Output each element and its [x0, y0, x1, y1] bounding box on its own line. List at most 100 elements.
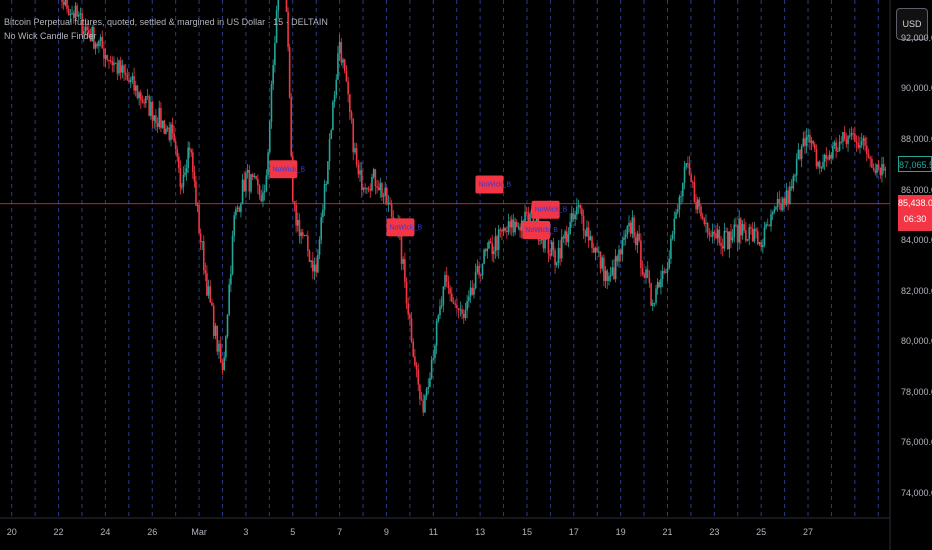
candle-body — [312, 260, 314, 272]
x-tick-label: 17 — [568, 527, 579, 537]
candle-body — [496, 236, 498, 251]
candle-body — [728, 231, 731, 250]
candle-body — [457, 308, 460, 310]
candle-body — [711, 231, 714, 237]
candle-body — [94, 43, 97, 49]
candle-body — [710, 235, 712, 237]
candle-body — [230, 274, 232, 285]
candle-body — [231, 235, 234, 275]
candle-body — [670, 238, 672, 259]
candle-body — [636, 233, 639, 246]
candle-body — [72, 13, 75, 19]
candle-body — [876, 164, 878, 173]
candle-body — [738, 218, 740, 243]
candle-body — [830, 154, 833, 159]
candle-body — [223, 357, 225, 370]
candle-body — [741, 224, 744, 236]
candle-body — [258, 185, 261, 196]
candle-body — [77, 14, 80, 17]
candle-body — [785, 190, 788, 205]
candle-body — [721, 245, 724, 249]
candle-body — [687, 163, 689, 165]
candle-body — [476, 265, 479, 272]
indicator-name[interactable]: No Wick Candle Finder — [4, 31, 97, 41]
candle-body — [82, 31, 85, 35]
candle-body — [250, 174, 252, 192]
candle-body — [288, 47, 291, 98]
candle-body — [141, 99, 144, 103]
candle-body — [382, 195, 385, 197]
candle-body — [343, 59, 346, 71]
candle-body — [564, 231, 566, 239]
candle-body — [209, 286, 212, 303]
candle-body — [838, 141, 841, 151]
candle-body — [305, 235, 307, 237]
candle-body — [867, 154, 870, 158]
candle-body — [214, 325, 217, 336]
candle-body — [790, 186, 793, 189]
candle-body — [218, 343, 220, 352]
candle-body — [532, 208, 535, 229]
candle-body — [253, 176, 256, 178]
candle-body — [877, 164, 880, 168]
candle-body — [165, 128, 167, 134]
candle-body — [445, 275, 448, 282]
candle-body — [347, 81, 349, 95]
candle-body — [616, 256, 619, 262]
candle-body — [565, 231, 568, 243]
candle-body — [489, 241, 492, 244]
nowick-marker — [475, 175, 504, 194]
candle-body — [173, 133, 175, 142]
currency-button[interactable]: USD — [896, 8, 928, 40]
candle-body — [360, 170, 363, 190]
candle-body — [525, 211, 528, 213]
candle-body — [643, 274, 646, 278]
candle-body — [855, 141, 858, 144]
nowick-label: NoWick_B — [478, 181, 511, 188]
candle-body — [308, 250, 311, 262]
candle-body — [611, 267, 614, 276]
y-tick-label: 82,000.0 — [901, 285, 932, 296]
candle-body — [106, 55, 109, 61]
candle-body — [350, 112, 353, 119]
candle-body — [103, 48, 105, 59]
candle-body — [274, 43, 276, 66]
candle-body — [606, 270, 609, 282]
candle-body — [134, 85, 137, 91]
candle-body — [235, 208, 237, 216]
candle-body — [268, 121, 271, 153]
candle-body — [613, 267, 615, 280]
candle-body — [701, 216, 704, 219]
candle-body — [260, 195, 263, 202]
candle-body — [207, 286, 210, 296]
candle-body — [668, 258, 671, 269]
candle-body — [67, 9, 70, 16]
y-tick-label: 78,000.0 — [901, 386, 932, 397]
candle-body — [79, 13, 82, 15]
candle-body — [695, 202, 697, 210]
candle-body — [419, 384, 421, 400]
candle-body — [748, 227, 751, 239]
candle-body — [451, 293, 453, 302]
x-tick-label: 21 — [662, 527, 673, 537]
candle-body — [484, 249, 487, 252]
x-tick-label: 23 — [709, 527, 720, 537]
candle-body — [645, 269, 647, 278]
candle-body — [139, 92, 142, 100]
candle-body — [755, 228, 757, 232]
candle-body — [807, 134, 810, 137]
candle-body — [245, 172, 247, 192]
candle-body — [823, 154, 826, 162]
candle-body — [251, 174, 254, 177]
candle-body — [412, 341, 415, 357]
candle-body — [715, 233, 717, 239]
candle-body — [206, 273, 208, 296]
candle-body — [745, 230, 747, 241]
candle-body — [93, 27, 95, 49]
candle-body — [146, 96, 149, 98]
candle-body — [783, 198, 786, 205]
symbol-title[interactable]: Bitcoin Perpetual futures, quoted, settl… — [4, 17, 328, 27]
x-tick-label: 7 — [337, 527, 343, 537]
candle-body — [328, 139, 331, 162]
